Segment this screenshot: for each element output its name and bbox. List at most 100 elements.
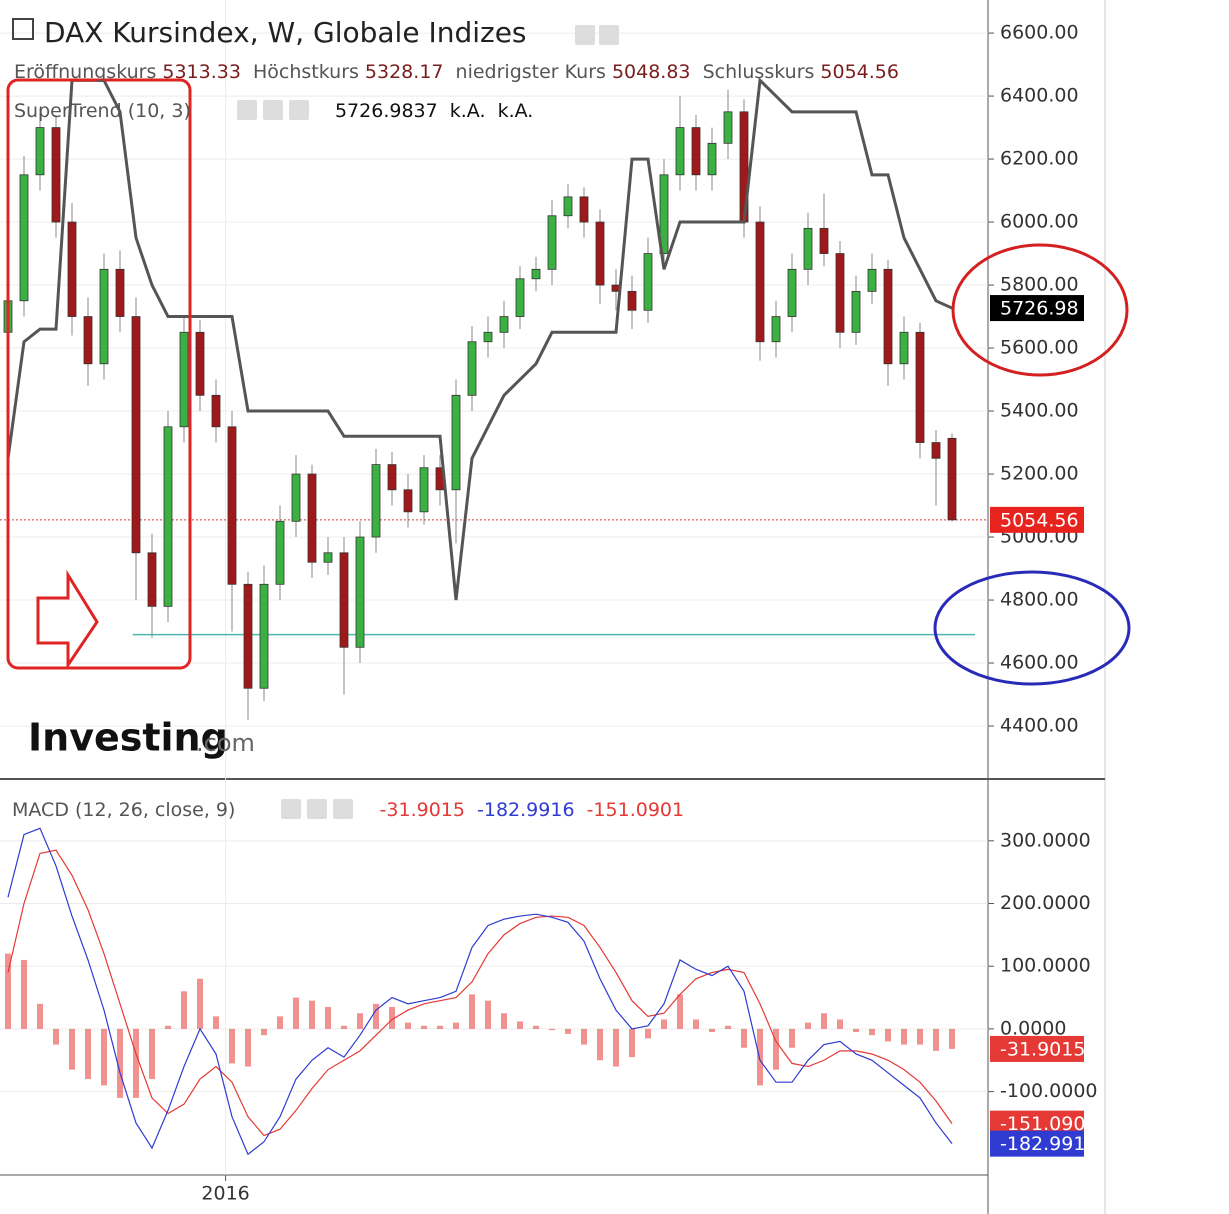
candle-body: [371, 464, 381, 538]
candle-body: [115, 268, 125, 317]
candle-body: [291, 473, 301, 522]
candle-body: [547, 215, 557, 270]
y-tick-label: 6000.00: [1000, 211, 1079, 233]
histogram-bar: [917, 1028, 923, 1045]
histogram-bar: [277, 1016, 283, 1029]
candle-body: [563, 196, 573, 217]
ohlc-value: 5048.83: [611, 61, 691, 83]
candle-body: [195, 331, 205, 396]
y-tick-label: -100.0000: [1000, 1080, 1098, 1102]
candle-body: [771, 316, 781, 343]
na-label: k.A.: [449, 100, 486, 122]
y-tick-label: 100.0000: [1000, 955, 1091, 977]
eye-icon[interactable]: [281, 799, 302, 819]
candle-body: [163, 426, 173, 607]
candle-body: [595, 221, 605, 286]
histogram-bar: [901, 1028, 907, 1045]
candle-body: [467, 341, 477, 396]
candle-body: [131, 316, 141, 554]
histogram-bar: [357, 1013, 363, 1029]
annotation-ellipse: [951, 243, 1129, 377]
histogram-bar: [245, 1028, 251, 1067]
y-tick-label: 5800.00: [1000, 274, 1079, 296]
candle-body: [99, 268, 109, 365]
histogram-bar: [933, 1028, 939, 1051]
indicator-row: SuperTrend (10, 3) 5726.9837 k.A. k.A.: [14, 100, 539, 122]
candle-body: [723, 111, 733, 144]
candle-body: [339, 552, 349, 648]
candle-body: [883, 268, 893, 365]
histogram-bar: [197, 978, 203, 1029]
price-tag-label: 5054.56: [1000, 509, 1079, 531]
price-tag: [990, 1130, 1084, 1157]
histogram-bar: [725, 1025, 731, 1029]
settings-icon[interactable]: [599, 25, 620, 45]
histogram-bar: [101, 1028, 107, 1086]
candle-body: [243, 583, 253, 689]
candle-body: [179, 331, 189, 428]
histogram-bar: [293, 997, 299, 1029]
histogram-bar: [773, 1028, 779, 1070]
histogram-bar: [5, 953, 11, 1029]
candle-body: [899, 331, 909, 365]
histogram-bar: [437, 1025, 443, 1029]
histogram-bar: [645, 1028, 651, 1039]
histogram-bar: [325, 1006, 331, 1029]
histogram-bar: [581, 1028, 587, 1045]
y-tick-label: 4600.00: [1000, 652, 1079, 674]
candle-body: [515, 278, 525, 317]
histogram-bar: [853, 1028, 859, 1033]
collapse-icon[interactable]: [12, 18, 34, 40]
y-tick-label: 5400.00: [1000, 400, 1079, 422]
histogram-bar: [613, 1028, 619, 1067]
histogram-bar: [757, 1028, 763, 1086]
candle-body: [19, 174, 29, 302]
candle-body: [451, 394, 461, 491]
price-tag-label: 5726.98: [1000, 298, 1079, 320]
x-tick-label: 2016: [201, 1183, 249, 1205]
close-icon[interactable]: [333, 799, 354, 819]
ohlc-label: Eröffnungskurs: [14, 61, 157, 83]
candle-body: [355, 536, 365, 648]
macd-row: MACD (12, 26, close, 9) -31.9015 -182.99…: [12, 799, 690, 821]
histogram-bar: [789, 1028, 795, 1048]
histogram-bar: [949, 1028, 955, 1049]
histogram-bar: [661, 1019, 667, 1029]
histogram-bar: [709, 1028, 715, 1033]
chart-title: DAX Kursindex, W, Globale Indizes: [44, 16, 527, 49]
macd-title: MACD (12, 26, close, 9): [12, 799, 236, 821]
annotation-arrow: [36, 569, 99, 670]
histogram-bar: [149, 1028, 155, 1080]
price-tag: [990, 295, 1084, 322]
y-tick-label: 5600.00: [1000, 337, 1079, 359]
eye-icon[interactable]: [236, 100, 257, 120]
candle-body: [259, 583, 269, 689]
signal-line: [7, 849, 953, 1137]
settings-icon[interactable]: [262, 100, 283, 120]
candle-body: [227, 426, 237, 585]
histogram-bar: [21, 959, 27, 1029]
histogram-bar: [805, 1022, 811, 1029]
histogram-bar: [389, 1006, 395, 1029]
ohlc-label: Schlusskurs: [702, 61, 815, 83]
eye-icon[interactable]: [575, 25, 596, 45]
ohlc-label: Höchstkurs: [253, 61, 359, 83]
ohlc-value: 5328.17: [364, 61, 444, 83]
close-icon[interactable]: [288, 100, 309, 120]
histogram-bar: [165, 1025, 171, 1029]
histogram-bar: [53, 1028, 59, 1045]
histogram-bar: [37, 1003, 43, 1029]
histogram-bar: [837, 1019, 843, 1029]
indicator-value: 5726.9837: [334, 100, 438, 122]
histogram-bar: [741, 1028, 747, 1048]
candle-body: [499, 316, 509, 333]
settings-icon[interactable]: [307, 799, 328, 819]
y-tick-label: 6200.00: [1000, 148, 1079, 170]
histogram-bar: [405, 1022, 411, 1029]
price-tag-label: -182.9916: [1000, 1133, 1098, 1155]
candle-body: [51, 127, 61, 223]
annotation-ellipse: [933, 570, 1131, 686]
supertrend-line: [6, 77, 953, 601]
candle-body: [659, 174, 669, 254]
candle-body: [83, 316, 93, 365]
